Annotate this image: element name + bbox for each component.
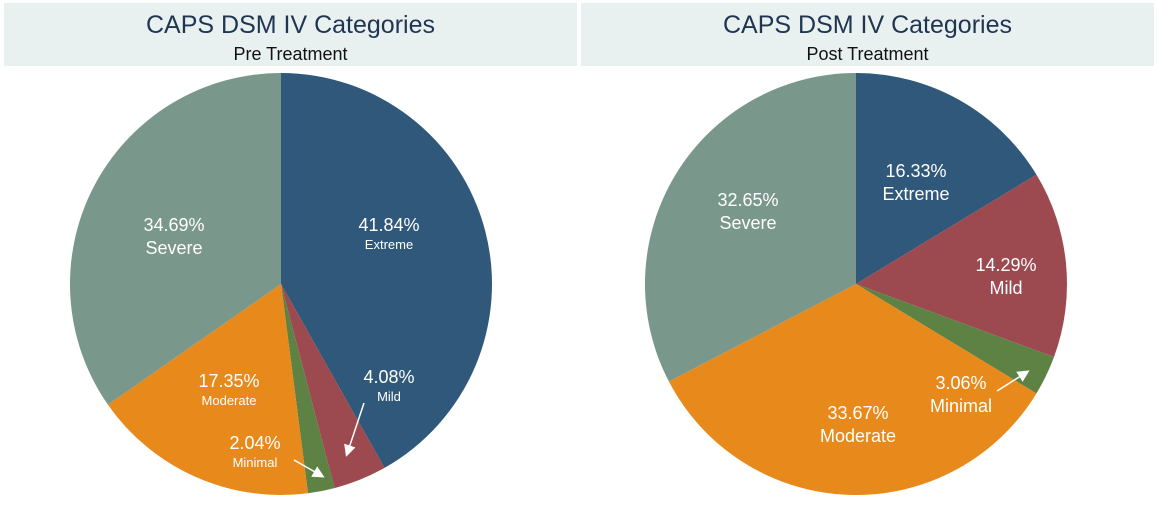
slice-percent-label: 3.06%: [935, 373, 986, 393]
slice-percent-label: 17.35%: [198, 371, 259, 391]
slice-percent-label: 14.29%: [975, 255, 1036, 275]
slice-percent-label: 4.08%: [363, 367, 414, 387]
slice-category-label: Severe: [719, 213, 776, 233]
data-label-extreme: 16.33% Extreme: [882, 161, 949, 204]
slice-category-label: Moderate: [202, 393, 257, 408]
chart-subtitle: Pre Treatment: [233, 44, 348, 64]
slice-percent-label: 34.69%: [143, 215, 204, 235]
slice-category-label: Extreme: [882, 184, 949, 204]
chart-title: CAPS DSM IV Categories: [146, 11, 435, 39]
pie-slice-severe: [645, 73, 856, 382]
slice-category-label: Moderate: [820, 426, 896, 446]
leader-arrow-minimal: [293, 459, 325, 478]
pie-slice-moderate: [107, 284, 308, 496]
data-label-mild: 4.08% Mild: [363, 367, 414, 404]
pie-slice-mild: [856, 174, 1067, 357]
pie-slice-extreme: [281, 73, 492, 468]
slice-percent-label: 33.67%: [827, 403, 888, 423]
pie-wedges: [645, 73, 1067, 495]
pie-slice-minimal: [856, 284, 1054, 394]
pie-wedges: [69, 73, 492, 496]
leader-arrow-minimal: [996, 370, 1030, 392]
slice-category-label: Mild: [989, 278, 1022, 298]
data-label-extreme: 41.84% Extreme: [358, 215, 419, 252]
slice-percent-label: 16.33%: [885, 161, 946, 181]
chart-header: CAPS DSM IV Categories Pre Treatment: [4, 3, 577, 66]
slice-percent-label: 2.04%: [229, 433, 280, 453]
pie-slice-severe: [69, 73, 282, 405]
data-label-severe: 32.65% Severe: [717, 190, 778, 233]
pie-slice-mild: [281, 284, 385, 489]
slice-category-label: Extreme: [365, 237, 413, 252]
leader-arrow-mild: [344, 402, 365, 457]
pie-chart-pre-treatment: CAPS DSM IV Categories Pre Treatment 41.…: [4, 0, 577, 510]
slice-category-label: Severe: [145, 238, 202, 258]
pie-chart-post-treatment: CAPS DSM IV Categories Post Treatment 16…: [581, 0, 1154, 510]
slice-category-label: Minimal: [233, 455, 278, 470]
data-label-moderate: 17.35% Moderate: [198, 371, 259, 408]
slice-category-label: Mild: [377, 389, 401, 404]
pie-plot: 41.84% Extreme 4.08% Mild 2.04% Minimal 17.35%…: [69, 73, 492, 496]
data-label-minimal: 2.04% Minimal: [229, 433, 280, 470]
slice-percent-label: 32.65%: [717, 190, 778, 210]
chart-header: CAPS DSM IV Categories Post Treatment: [581, 3, 1154, 66]
pie-slice-moderate: [668, 284, 1037, 495]
data-label-minimal: 3.06% Minimal: [930, 373, 992, 416]
pie-slice-minimal: [281, 284, 335, 494]
chart-title: CAPS DSM IV Categories: [723, 11, 1012, 39]
chart-subtitle: Post Treatment: [806, 44, 929, 64]
pie-plot: 16.33% Extreme 14.29% Mild 3.06% Minimal 33.67…: [645, 73, 1067, 495]
data-label-moderate: 33.67% Moderate: [820, 403, 896, 446]
data-label-mild: 14.29% Mild: [975, 255, 1036, 298]
pie-slice-extreme: [856, 73, 1037, 284]
slice-category-label: Minimal: [930, 396, 992, 416]
data-label-severe: 34.69% Severe: [143, 215, 204, 258]
slice-percent-label: 41.84%: [358, 215, 419, 235]
